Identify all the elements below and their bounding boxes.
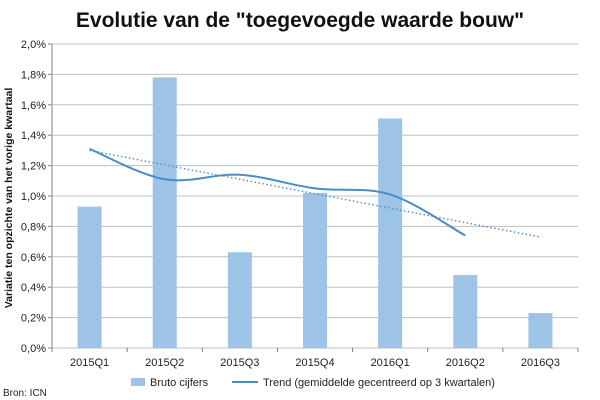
trend-line-group — [89, 147, 466, 237]
y-tick-label: 0,6% — [21, 252, 46, 264]
x-tick-label: 2015Q3 — [220, 357, 259, 369]
y-tick-label: 1,2% — [21, 161, 46, 173]
chart-title: Evolutie van de "toegevoegde waarde bouw… — [76, 9, 524, 32]
bar-2016Q2 — [453, 275, 478, 348]
y-ticks: 0,0% 0,2% 0,4% 0,6% 0,8% 1,0% 1,2% 1,4% 1,6% 1,8%… — [21, 39, 52, 355]
y-tick-label: 0,8% — [21, 221, 46, 233]
bar-2016Q1 — [378, 118, 403, 348]
bar-2015Q2 — [152, 77, 177, 348]
bar-2015Q4 — [303, 192, 327, 348]
y-tick-label: 1,8% — [21, 69, 46, 81]
y-axis-label: Variatie ten opzichte van het vorige kwa… — [3, 88, 15, 309]
y-tick-label: 0,4% — [21, 282, 46, 294]
x-tick-label: 2015Q4 — [295, 357, 334, 369]
source-note: Bron: ICN — [3, 388, 47, 399]
bar-2015Q3 — [227, 252, 252, 348]
legend-label-trend: Trend (gemiddelde gecentreerd op 3 kwart… — [263, 377, 495, 389]
linear-trendline — [89, 149, 541, 238]
x-tick-label: 2016Q3 — [521, 357, 560, 369]
x-tick-label: 2015Q2 — [145, 357, 184, 369]
x-tick-label: 2016Q1 — [371, 357, 410, 369]
bar-2016Q3 — [528, 313, 553, 348]
y-tick-label: 2,0% — [21, 39, 46, 51]
y-tick-label: 0,0% — [21, 343, 46, 355]
legend-swatch-bruto-cijfers — [131, 378, 145, 386]
bars — [77, 77, 553, 348]
trend-line — [89, 147, 466, 237]
linear-trendline-group — [89, 149, 541, 238]
y-tick-label: 0,2% — [21, 313, 46, 325]
legend: Bruto cijfers Trend (gemiddelde gecentre… — [131, 377, 495, 389]
y-tick-label: 1,0% — [21, 191, 46, 203]
y-tick-label: 1,4% — [21, 130, 46, 142]
legend-label-bruto-cijfers: Bruto cijfers — [150, 377, 209, 389]
x-ticks: 2015Q1 2015Q2 2015Q3 2015Q4 2016Q1 2016Q2 2016… — [51, 348, 579, 369]
x-tick-label: 2016Q2 — [446, 357, 485, 369]
bar-2015Q1 — [77, 206, 102, 348]
y-tick-label: 1,6% — [21, 100, 46, 112]
x-tick-label: 2015Q1 — [70, 357, 109, 369]
